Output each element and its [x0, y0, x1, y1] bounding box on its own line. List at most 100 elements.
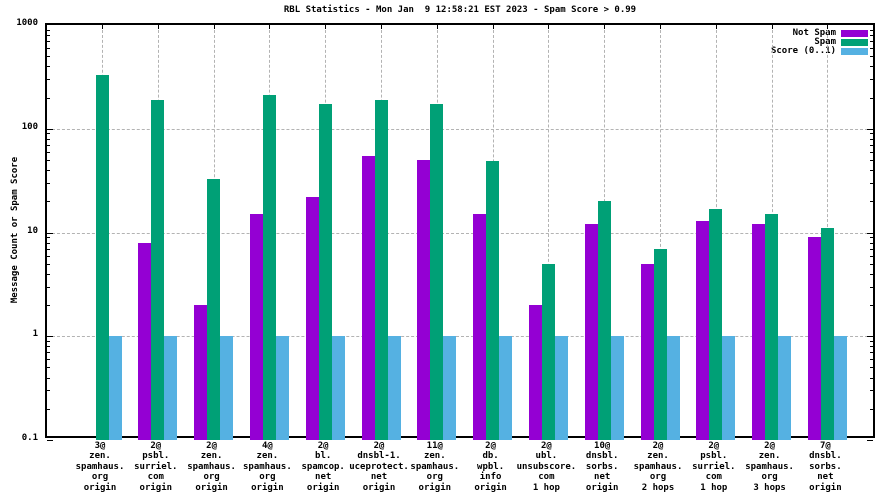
- y-major-tick: [47, 232, 53, 234]
- legend-swatch-score: [841, 48, 868, 55]
- y-minor-tick: [47, 159, 50, 161]
- y-minor-tick: [870, 170, 873, 172]
- x-category-label-line: dnsbl.: [809, 451, 842, 462]
- y-minor-tick: [870, 159, 873, 161]
- x-category-label-line: spamhaus.: [75, 461, 125, 472]
- y-minor-tick: [870, 29, 873, 31]
- y-gridline: [47, 336, 873, 338]
- bar-not_spam: [417, 159, 431, 440]
- x-category-label-line: origin: [809, 482, 842, 493]
- bar-spam: [541, 263, 555, 440]
- x-category-label-line: 2@: [317, 441, 329, 451]
- y-minor-tick: [870, 41, 873, 43]
- bar-not_spam: [807, 237, 821, 440]
- plot-area: Not Spam Spam Score (0..1): [45, 23, 875, 441]
- x-category-label: 7@ dnsbl. sorbs. net origin: [769, 441, 881, 493]
- y-minor-tick: [47, 35, 50, 37]
- y-minor-tick: [870, 133, 873, 135]
- y-minor-tick: [47, 48, 50, 50]
- x-category-label-line: origin: [306, 482, 340, 493]
- y-minor-tick: [47, 377, 50, 379]
- y-minor-tick: [870, 35, 873, 37]
- x-category-label-line: spamhaus.: [633, 461, 683, 472]
- x-category-label-line: org: [203, 472, 220, 483]
- y-minor-tick: [47, 273, 50, 275]
- y-minor-tick: [47, 408, 50, 410]
- y-minor-tick: [870, 346, 873, 348]
- x-category-label-line: 10@: [594, 441, 611, 451]
- x-category-label-line: zen.: [758, 451, 781, 462]
- y-minor-tick: [47, 182, 50, 184]
- bar-spam: [151, 99, 165, 440]
- y-minor-tick: [870, 144, 873, 146]
- x-category-label: 2@ zen. spamhaus. org origin: [156, 441, 268, 493]
- y-minor-tick: [47, 248, 50, 250]
- bar-spam: [374, 99, 388, 440]
- x-category-label-line: org: [426, 472, 443, 483]
- x-category-label-line: 1 hop: [532, 482, 560, 493]
- bar-spam: [430, 103, 444, 440]
- bar-score: [331, 336, 345, 440]
- y-tick-label: 10: [27, 225, 38, 236]
- bar-not_spam: [528, 305, 542, 440]
- x-category-label-line: spamhaus.: [187, 461, 236, 472]
- y-minor-tick: [47, 144, 50, 146]
- x-tick-top: [492, 25, 494, 29]
- y-gridline: [47, 128, 873, 130]
- bar-score: [108, 336, 122, 440]
- y-minor-tick: [47, 305, 50, 307]
- bar-spam: [486, 160, 500, 440]
- bar-spam: [95, 74, 109, 440]
- x-category-label-line: wpbl.: [477, 461, 505, 472]
- x-category-label-line: 7@: [819, 441, 831, 451]
- x-gridline: [548, 25, 550, 436]
- y-minor-tick: [47, 346, 50, 348]
- y-minor-tick: [870, 201, 873, 203]
- y-minor-tick: [47, 151, 50, 153]
- x-category-label-line: 11@: [426, 441, 443, 451]
- x-category-label: 2@ zen. spamhaus. org 3 hops: [714, 441, 826, 493]
- y-minor-tick: [870, 408, 873, 410]
- legend-row: Spam: [771, 38, 868, 47]
- x-category-label-line: com: [538, 472, 555, 483]
- x-tick-top: [660, 25, 661, 29]
- x-category-label-line: surriel.: [134, 461, 178, 472]
- x-category-label: 4@ zen. spamhaus. org origin: [211, 441, 323, 493]
- bar-not_spam: [249, 214, 263, 440]
- x-category-label: 2@ ubl. unsubscore. com 1 hop: [490, 441, 602, 493]
- bar-not_spam: [752, 224, 766, 440]
- chart-title: RBL Statistics - Mon Jan 9 12:58:21 EST …: [283, 5, 637, 15]
- y-gridline: [47, 232, 873, 234]
- bar-not_spam: [584, 224, 598, 440]
- x-category-label-line: spamhaus.: [243, 461, 292, 472]
- bar-not_spam: [194, 305, 208, 440]
- y-minor-tick: [47, 29, 50, 31]
- x-category-label: 3@ zen. spamhaus. org origin: [44, 441, 156, 493]
- x-category-label-line: origin: [139, 482, 173, 493]
- x-category-label-line: 3@: [94, 441, 106, 451]
- y-minor-tick: [870, 359, 873, 361]
- x-category-label-line: 2@: [206, 441, 218, 451]
- y-minor-tick: [47, 237, 50, 239]
- bar-not_spam: [640, 263, 654, 440]
- x-category-label-line: org: [259, 472, 276, 483]
- x-category-label: 2@ bl. spamcop. net origin: [267, 441, 379, 493]
- x-category-label-line: org: [761, 472, 778, 483]
- x-category-label-line: surriel.: [692, 461, 736, 472]
- y-minor-tick: [870, 242, 873, 244]
- x-tick-top: [548, 25, 550, 29]
- x-category-label: 11@ zen. spamhaus. org origin: [379, 441, 491, 493]
- x-category-label-line: origin: [251, 482, 284, 493]
- x-tick-top: [102, 25, 103, 29]
- x-category-label-line: sorbs.: [585, 461, 619, 472]
- legend-row: Not Spam: [771, 29, 868, 38]
- bar-score: [666, 336, 680, 440]
- x-gridline: [660, 25, 661, 436]
- x-tick-top: [213, 25, 215, 29]
- bar-spam: [597, 201, 611, 440]
- y-minor-tick: [47, 56, 50, 58]
- y-minor-tick: [870, 237, 873, 239]
- bar-score: [610, 336, 624, 440]
- bar-spam: [262, 95, 276, 440]
